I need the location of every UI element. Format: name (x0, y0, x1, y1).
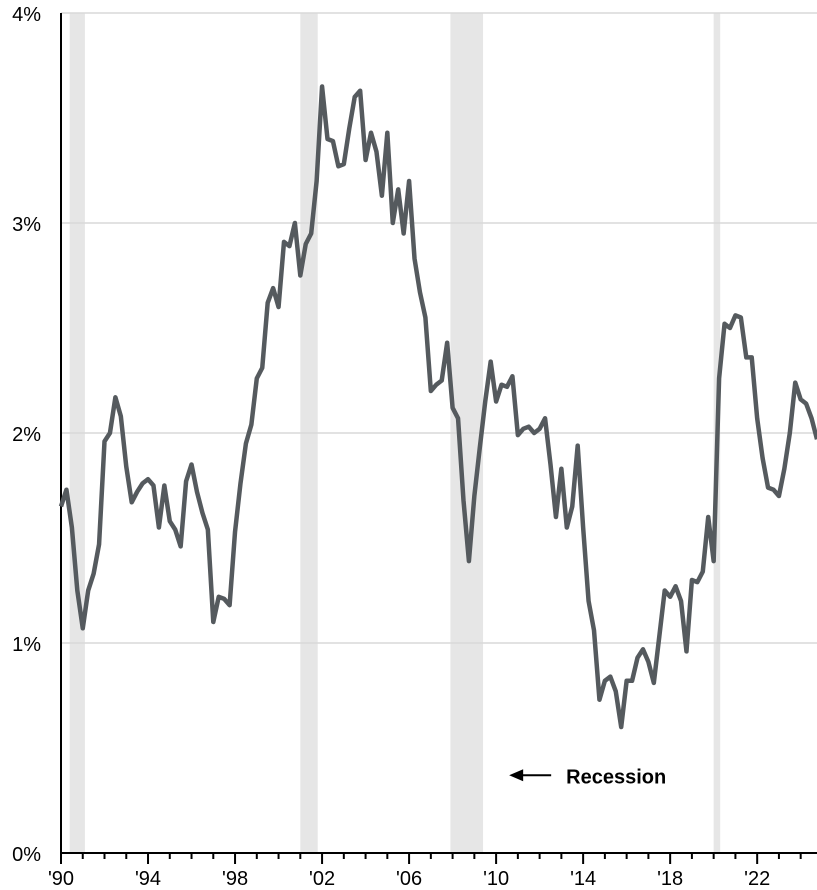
y-tick-label: 0% (12, 844, 41, 866)
series-layer (58, 84, 817, 730)
y-tick-label: 2% (12, 424, 41, 446)
gridlines (61, 12, 817, 644)
series-line-0 (58, 84, 817, 730)
x-tick-label: '18 (657, 868, 683, 890)
y-tick-label: 4% (12, 4, 41, 26)
axes (60, 13, 817, 864)
x-tick-label: '90 (48, 868, 74, 890)
x-tick-label: '98 (222, 868, 248, 890)
y-tick-label: 3% (12, 214, 41, 236)
x-tick-label: '94 (135, 868, 161, 890)
x-tick-label: '02 (309, 868, 335, 890)
annotation-arrow-head (509, 769, 524, 782)
y-tick-label: 1% (12, 634, 41, 656)
x-tick-label: '22 (744, 868, 770, 890)
recession-annotation: Recession (509, 766, 666, 788)
annotation-label: Recession (566, 766, 666, 788)
x-tick-label: '10 (483, 868, 509, 890)
tick-labels: 0% 1% 2% 3% 4% '90 '94 '98 '02 '06 '10 '14 '18 '22 (12, 4, 770, 890)
x-tick-label: '14 (570, 868, 596, 890)
x-tick-label: '06 (396, 868, 422, 890)
